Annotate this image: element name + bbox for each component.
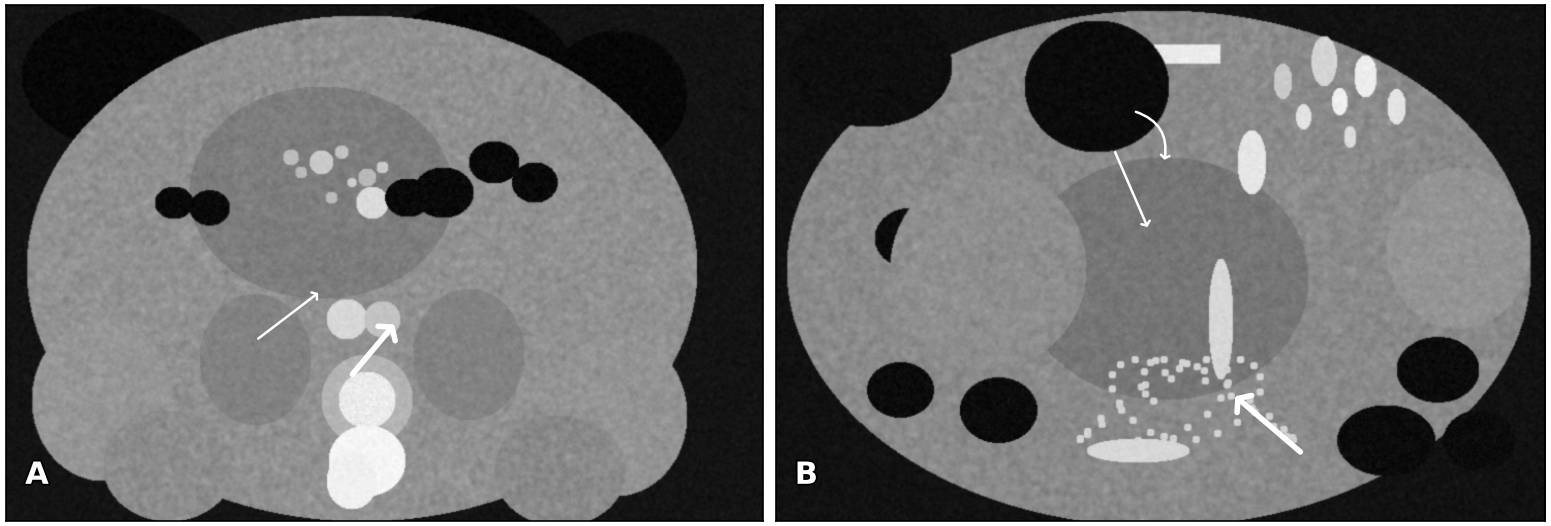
- Text: B: B: [794, 461, 817, 490]
- Text: A: A: [25, 461, 48, 490]
